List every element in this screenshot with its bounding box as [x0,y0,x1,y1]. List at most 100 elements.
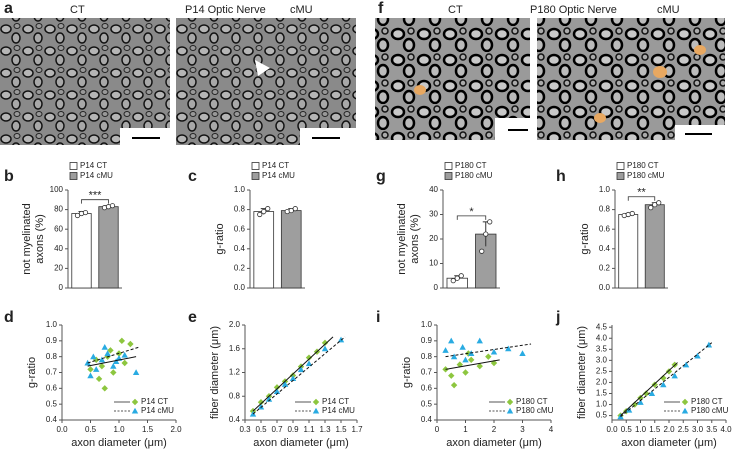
x-tick-label: 0.5 [255,425,267,434]
point [660,381,667,388]
significance-label: * [469,206,474,218]
y-tick-label: 10 [429,259,438,268]
y-tick-label: 4.5 [596,322,608,331]
y-tick-label: 0.8 [46,352,58,361]
y-tick-label: 1.0 [596,400,608,409]
data-point [292,206,298,212]
panel-letter: f [378,0,384,17]
point [321,345,329,352]
point [265,396,273,402]
x-tick-label: 1.5 [649,425,661,434]
point [305,354,313,361]
y-axis-label: fiber diameter (μm) [576,326,588,419]
point [660,374,667,382]
y-tick-label: 1.0 [234,185,246,194]
legend-label: P180 CT [516,397,548,406]
point [112,358,120,364]
data-point [82,209,89,216]
data-point [629,210,635,217]
micrograph [176,18,356,145]
x-tick-label: 1.3 [319,425,331,434]
highlight [653,66,667,78]
point [87,372,94,379]
point [671,372,678,379]
point [476,337,483,344]
y-tick-label: 0.4 [234,244,246,253]
y-tick-label: 3.0 [596,355,608,364]
data-point [74,212,81,219]
point [257,403,265,410]
micrographs [0,18,725,145]
point [93,366,100,372]
y-axis-label: fiber diameter (μm) [209,326,221,419]
x-tick-label: 2 [492,425,497,434]
y-tick-label: 1.0 [599,185,611,194]
bar [618,214,639,289]
point [631,401,638,408]
bar [98,206,119,289]
point [648,390,656,397]
point [98,362,106,370]
panel-letter: j [555,309,560,326]
panel-letter: h [556,168,566,185]
x-tick-label: 3 [520,425,525,434]
point [273,384,281,391]
x-tick-label: 0.0 [56,425,68,434]
fit-line [252,336,334,412]
x-axis-label: axon diameter (μm) [253,437,349,449]
y-tick-label: 0.8 [421,352,433,361]
point [643,390,650,397]
x-tick-label: 1.5 [335,425,347,434]
micrograph-label: P180 Optic Nerve [530,4,617,16]
legend-label: P14 cMU [262,171,295,180]
point [476,362,483,370]
panel-letter: i [376,309,380,326]
legend-label: P180 cMU [455,171,493,180]
panel-letter: g [376,168,386,185]
point [681,407,689,414]
y-tick-label: 0.0 [599,283,611,292]
x-tick-label: 0.3 [239,425,251,434]
significance-bracket [627,196,656,201]
point [90,353,97,360]
point [506,407,514,414]
legend-swatch [444,172,453,180]
micrograph-label: cMU [657,4,680,16]
point [121,351,128,358]
y-tick-label: 2.5 [596,367,608,376]
point [110,369,117,376]
y-axis-label: not myelinated [396,203,408,275]
x-tick-label: 0.9 [287,425,299,434]
legend-label: P14 cMU [322,406,355,415]
y-tick-label: 0.2 [234,264,246,273]
y-tick-label: 80 [54,205,63,214]
bar [280,210,302,289]
legend-label: P180 CT [627,161,659,170]
y-tick-label: 0.0 [234,283,246,292]
y-axis-label: g-ratio [579,223,591,254]
point [257,398,265,406]
y-tick-label: 40 [429,185,438,194]
scale-box [300,128,356,145]
point [297,366,305,373]
data-point [458,273,464,279]
point [312,398,320,406]
point [637,399,644,405]
x-tick-label: 2.0 [663,425,675,434]
significance-bracket [81,199,109,204]
point [681,398,689,406]
point [321,339,329,347]
legend-label: P180 CT [455,161,487,170]
y-tick-label: 100 [50,185,64,194]
micrograph [537,18,725,140]
y-tick-label: 2.0 [229,320,241,329]
panel-letter: c [188,168,197,185]
highlight [594,113,606,123]
x-tick-label: 0.7 [271,425,283,434]
point [462,356,469,363]
point [312,407,320,414]
point [110,362,117,369]
x-tick-label: 2.5 [678,425,690,434]
point [273,388,281,395]
y-tick-label: 0.5 [596,411,608,420]
